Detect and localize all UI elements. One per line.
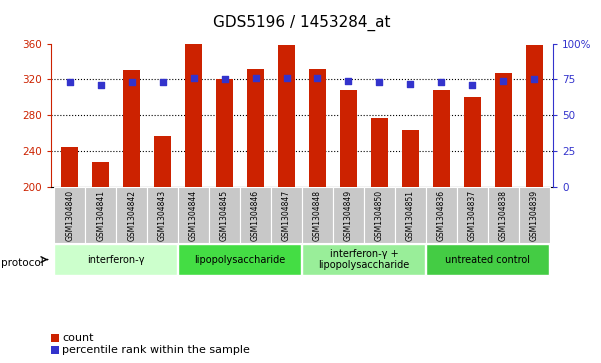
Text: GSM1304847: GSM1304847 (282, 190, 291, 241)
Point (499, 78, 508, 84)
Bar (519, 187, 550, 243)
Bar (92, 162, 109, 187)
Text: GSM1304836: GSM1304836 (437, 190, 446, 241)
Bar (154, 136, 171, 187)
Point (282, 75, 291, 81)
Bar (178, 244, 301, 275)
Text: lipopolysaccharide: lipopolysaccharide (194, 254, 285, 265)
Bar (85, 187, 116, 243)
Text: GSM1304838: GSM1304838 (499, 190, 508, 241)
Bar (395, 187, 426, 243)
Point (65, 79, 75, 85)
Text: GSM1304842: GSM1304842 (127, 190, 136, 241)
Bar (271, 187, 302, 243)
Text: GSM1304839: GSM1304839 (530, 190, 539, 241)
Bar (371, 118, 388, 187)
Point (189, 75, 198, 81)
Point (406, 81, 415, 87)
Text: GSM1304846: GSM1304846 (251, 190, 260, 241)
Bar (185, 44, 202, 187)
Point (468, 82, 477, 88)
Point (220, 77, 230, 82)
Bar (457, 187, 488, 243)
Bar (526, 45, 543, 187)
Point (158, 79, 168, 85)
Bar (278, 45, 295, 187)
Bar (123, 70, 140, 187)
Bar (495, 73, 512, 187)
Bar (488, 187, 519, 243)
Bar (333, 187, 364, 243)
Bar (364, 187, 395, 243)
Text: GSM1304848: GSM1304848 (313, 190, 322, 241)
Text: GSM1304850: GSM1304850 (375, 190, 384, 241)
Bar (240, 187, 271, 243)
Bar (178, 187, 209, 243)
Text: GSM1304845: GSM1304845 (220, 190, 229, 241)
Text: GDS5196 / 1453284_at: GDS5196 / 1453284_at (213, 15, 391, 31)
Point (436, 79, 446, 85)
Text: GSM1304851: GSM1304851 (406, 190, 415, 241)
Text: GSM1304840: GSM1304840 (65, 190, 74, 241)
Point (374, 79, 384, 85)
Bar (302, 187, 333, 243)
Bar (216, 79, 233, 187)
Text: interferon-γ: interferon-γ (87, 254, 145, 265)
Bar (209, 187, 240, 243)
Text: GSM1304841: GSM1304841 (96, 190, 105, 241)
Text: percentile rank within the sample: percentile rank within the sample (62, 345, 250, 355)
Text: count: count (62, 333, 93, 343)
Bar (302, 244, 426, 275)
Text: GSM1304844: GSM1304844 (189, 190, 198, 241)
Text: GSM1304843: GSM1304843 (158, 190, 167, 241)
Point (127, 79, 136, 85)
Bar (51, 334, 59, 342)
Bar (433, 90, 450, 187)
Bar (116, 187, 147, 243)
Text: GSM1304837: GSM1304837 (468, 190, 477, 241)
Bar (54, 187, 85, 243)
Bar (147, 187, 178, 243)
Bar (51, 346, 59, 354)
Text: GSM1304849: GSM1304849 (344, 190, 353, 241)
Point (96, 82, 105, 88)
Bar (61, 147, 78, 187)
Bar (247, 69, 264, 187)
Bar (340, 90, 357, 187)
Bar (426, 187, 457, 243)
Point (529, 77, 539, 82)
Point (251, 75, 260, 81)
Text: protocol: protocol (1, 258, 43, 268)
Bar (309, 69, 326, 187)
Point (344, 78, 353, 84)
Bar (464, 97, 481, 187)
Point (313, 75, 322, 81)
Bar (54, 244, 177, 275)
Text: untreated control: untreated control (445, 254, 530, 265)
Text: interferon-γ +
lipopolysaccharide: interferon-γ + lipopolysaccharide (319, 249, 410, 270)
Bar (426, 244, 549, 275)
Bar (402, 130, 419, 187)
